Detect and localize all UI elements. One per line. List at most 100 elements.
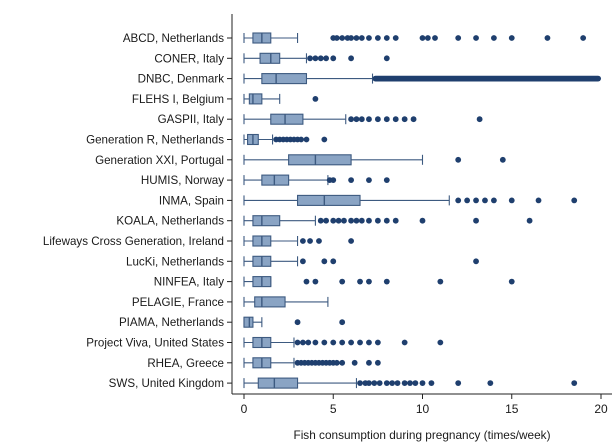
outlier-point	[358, 116, 365, 123]
outlier-point	[571, 380, 578, 386]
outlier-point	[473, 35, 479, 41]
category-label: ABCD, Netherlands	[123, 32, 224, 45]
outlier-point	[544, 35, 551, 41]
iqr-box	[257, 377, 299, 389]
outlier-point	[366, 359, 372, 366]
outlier-point	[353, 35, 360, 41]
category-label: PELAGIE, France	[132, 296, 224, 309]
outlier-point	[339, 278, 346, 285]
outlier-point	[348, 35, 354, 41]
box-row	[243, 296, 329, 308]
outlier-point	[392, 35, 399, 41]
outlier-point	[294, 339, 301, 346]
outlier-point	[383, 116, 390, 123]
iqr-box	[248, 93, 263, 105]
outlier-point	[394, 380, 401, 386]
category-label: Lifeways Cross Generation, Ireland	[43, 235, 224, 248]
outlier-point	[407, 380, 413, 386]
outlier-point	[303, 136, 310, 143]
outlier-point	[358, 217, 365, 224]
box-row	[243, 276, 515, 288]
outlier-point	[339, 35, 346, 41]
outlier-point	[307, 238, 313, 244]
outlier-point	[348, 217, 354, 224]
outlier-point	[357, 339, 363, 346]
outlier-point	[432, 35, 438, 41]
outlier-point	[323, 55, 330, 62]
outlier-point	[383, 278, 390, 285]
outlier-point	[348, 339, 354, 346]
outlier-point	[366, 116, 372, 123]
outlier-point	[317, 55, 324, 62]
outlier-point	[305, 339, 312, 346]
outlier-point	[383, 35, 390, 41]
iqr-box	[261, 174, 290, 186]
outlier-point	[383, 217, 390, 224]
outlier-point	[339, 359, 346, 366]
outlier-point	[300, 238, 306, 244]
outlier-point	[383, 55, 390, 62]
category-label: Project Viva, United States	[86, 337, 224, 350]
box-row	[243, 52, 390, 64]
outlier-point	[357, 278, 363, 285]
box-row	[243, 336, 444, 349]
iqr-box	[261, 73, 308, 85]
outlier-point	[487, 380, 494, 386]
box-row	[243, 194, 578, 206]
outlier-point	[455, 380, 462, 386]
outlier-point	[535, 197, 542, 204]
outlier-point	[419, 35, 426, 41]
outlier-point	[312, 339, 319, 346]
box-row	[243, 255, 479, 267]
outlier-point	[312, 55, 319, 62]
outlier-point	[335, 217, 342, 224]
outlier-point	[412, 380, 419, 386]
box-row	[243, 154, 506, 166]
outlier-point	[473, 258, 479, 265]
category-label: GASPII, Italy	[158, 113, 225, 126]
x-tick-label: 0	[241, 402, 248, 416]
outlier-point	[374, 217, 381, 224]
outlier-point	[348, 55, 354, 62]
category-label: PIAMA, Netherlands	[119, 316, 224, 329]
outlier-point	[376, 380, 383, 386]
outlier-point	[341, 217, 347, 224]
category-label: Generation XXI, Portugal	[95, 154, 224, 167]
category-label: INMA, Spain	[159, 194, 224, 207]
outlier-point	[300, 339, 306, 346]
outlier-point	[401, 380, 408, 386]
outlier-point	[330, 217, 337, 224]
iqr-box	[252, 215, 281, 227]
outlier-point	[348, 238, 354, 244]
outlier-point	[383, 380, 390, 386]
iqr-box	[296, 194, 361, 206]
outlier-point	[401, 339, 408, 346]
outlier-point	[455, 197, 462, 204]
category-label: FLEHS I, Belgium	[132, 93, 224, 106]
outlier-point	[321, 258, 328, 265]
outlier-point	[499, 156, 506, 163]
outlier-point	[437, 339, 444, 346]
outlier-point	[312, 96, 319, 102]
outlier-point	[330, 177, 337, 184]
outlier-point	[374, 116, 381, 123]
outlier-point	[317, 217, 324, 224]
outlier-point	[424, 35, 431, 41]
category-label: LucKi, Netherlands	[126, 255, 224, 268]
outlier-point	[476, 116, 483, 123]
box-row	[243, 357, 381, 369]
outlier-point	[392, 217, 399, 224]
outlier-point	[366, 217, 372, 224]
outlier-point	[508, 35, 515, 41]
outlier-point	[389, 380, 396, 386]
category-label: NINFEA, Italy	[154, 276, 224, 289]
outlier-point	[455, 156, 462, 163]
iqr-box	[270, 113, 304, 125]
x-tick-label: 5	[330, 402, 337, 416]
outlier-point	[473, 197, 479, 204]
outlier-point	[491, 35, 497, 41]
outlier-point	[333, 359, 340, 366]
outlier-point	[508, 197, 515, 204]
outlier-point	[464, 197, 471, 204]
